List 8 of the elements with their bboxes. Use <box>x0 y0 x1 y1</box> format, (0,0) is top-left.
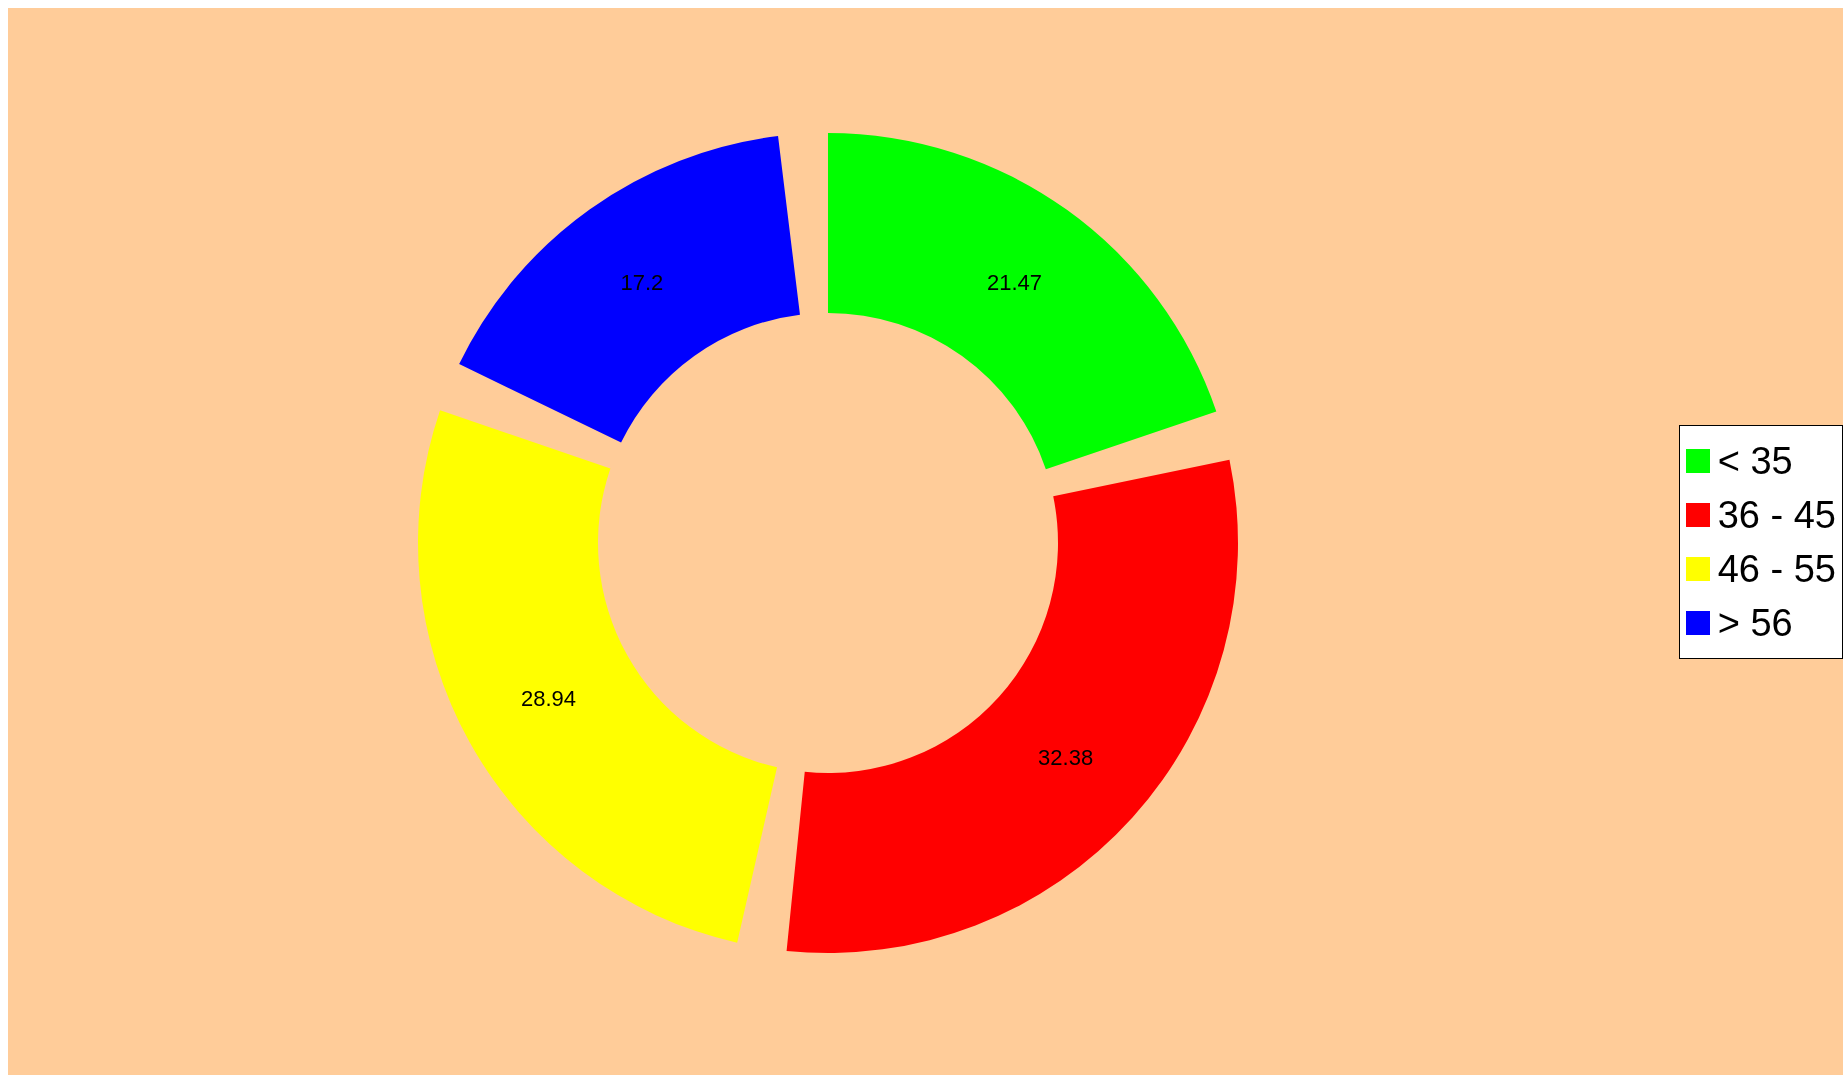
legend-label: 36 - 45 <box>1717 492 1836 538</box>
data-label: 32.38 <box>1038 744 1094 770</box>
legend-label: < 35 <box>1717 438 1793 484</box>
legend-label: 46 - 55 <box>1717 546 1836 592</box>
data-label: 17.2 <box>620 270 664 296</box>
data-label: 21.47 <box>986 270 1043 296</box>
legend-label: > 56 <box>1717 600 1793 646</box>
data-label: 28.94 <box>521 686 577 712</box>
